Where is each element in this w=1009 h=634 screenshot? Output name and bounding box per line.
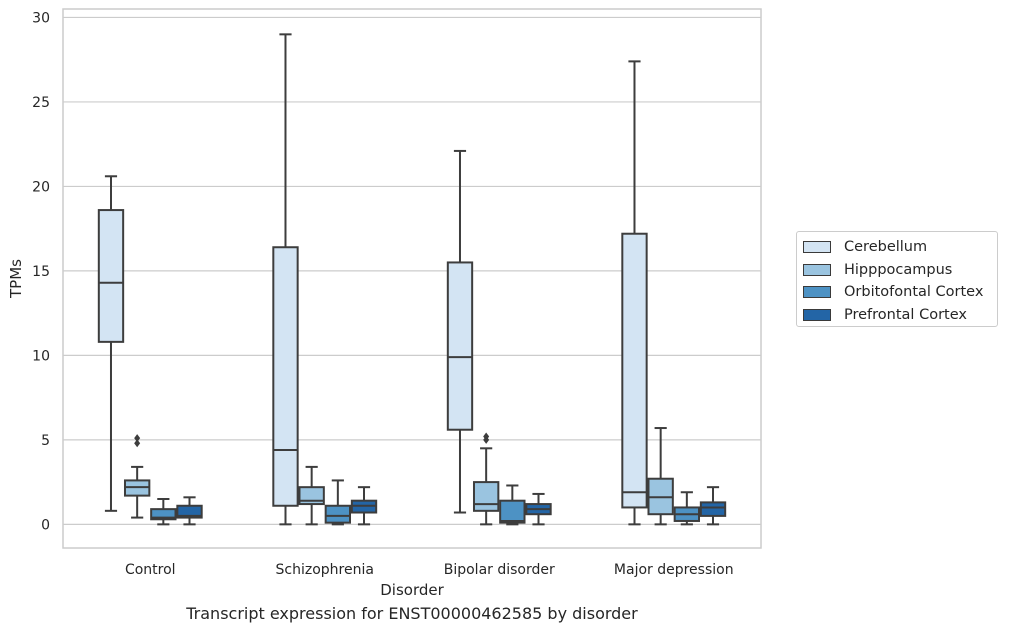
box-orbitofontal-cortex — [673, 491, 701, 526]
y-tick-label: 5 — [41, 433, 50, 449]
legend-item-hippocampus: Hipppocampus — [803, 259, 991, 282]
legend-swatch — [803, 241, 831, 254]
box-hipppocampus — [298, 465, 325, 526]
box-prefrontal-cortex — [699, 486, 727, 526]
x-axis-label: Disorder — [380, 581, 444, 599]
box-cerebellum — [272, 33, 299, 526]
box-series — [97, 33, 727, 526]
legend-label: Orbitofontal Cortex — [844, 284, 984, 301]
box-orbitofontal-cortex — [150, 498, 177, 526]
iqr-box — [621, 232, 648, 509]
y-tick-label: 0 — [41, 517, 50, 533]
legend-item-orbitofrontal: Orbitofontal Cortex — [803, 281, 991, 304]
y-tick-label: 15 — [32, 264, 50, 280]
box-orbitofontal-cortex — [324, 479, 352, 526]
box-prefrontal-cortex — [176, 496, 203, 526]
iqr-box — [472, 481, 500, 512]
x-tick-label: Bipolar disorder — [444, 562, 555, 578]
box-orbitofontal-cortex — [499, 484, 526, 526]
legend-swatch — [803, 263, 831, 276]
box-cerebellum — [446, 149, 474, 514]
iqr-box — [176, 504, 203, 519]
box-cerebellum — [97, 175, 125, 512]
box-prefrontal-cortex — [350, 486, 378, 526]
box-cerebellum — [621, 60, 648, 526]
y-tick-label: 30 — [32, 10, 50, 26]
box-hipppocampus — [647, 427, 674, 526]
outlier-point — [134, 434, 141, 443]
iqr-box — [97, 209, 125, 343]
outlier-point — [134, 439, 141, 448]
y-tick-labels: 0 5 10 15 20 25 30 — [32, 10, 50, 533]
outlier-point — [483, 432, 490, 441]
iqr-box — [324, 504, 352, 524]
x-tick-labels: Control Schizophrenia Bipolar disorder Majo… — [125, 562, 734, 578]
legend-swatch — [803, 308, 831, 321]
x-tick-label: Schizophrenia — [276, 562, 374, 578]
plot-frame — [62, 8, 762, 549]
x-tick-label: Major depression — [614, 562, 734, 578]
figure-caption: Transcript expression for ENST0000046258… — [186, 604, 638, 623]
y-axis-label: TPMs — [7, 259, 25, 299]
y-tick-label: 25 — [32, 95, 50, 111]
box-prefrontal-cortex — [525, 492, 552, 526]
gridlines — [63, 16, 761, 525]
y-tick-label: 10 — [32, 348, 50, 364]
x-tick-label: Control — [125, 562, 176, 578]
iqr-box — [499, 499, 526, 524]
legend-label: Prefrontal Cortex — [844, 306, 967, 323]
iqr-box — [150, 508, 177, 521]
iqr-box — [446, 261, 474, 431]
y-tick-label: 20 — [32, 179, 50, 195]
iqr-box — [699, 501, 727, 517]
legend-label: Hipppocampus — [844, 261, 953, 278]
box-hipppocampus — [472, 432, 500, 526]
legend-item-prefrontal: Prefrontal Cortex — [803, 304, 991, 327]
legend-item-cerebellum: Cerebellum — [803, 236, 991, 259]
iqr-box — [272, 246, 299, 507]
legend: Cerebellum Hipppocampus Orbitofontal Cor… — [796, 231, 998, 327]
legend-swatch — [803, 286, 831, 299]
legend-label: Cerebellum — [844, 239, 928, 256]
box-hipppocampus — [123, 434, 151, 519]
